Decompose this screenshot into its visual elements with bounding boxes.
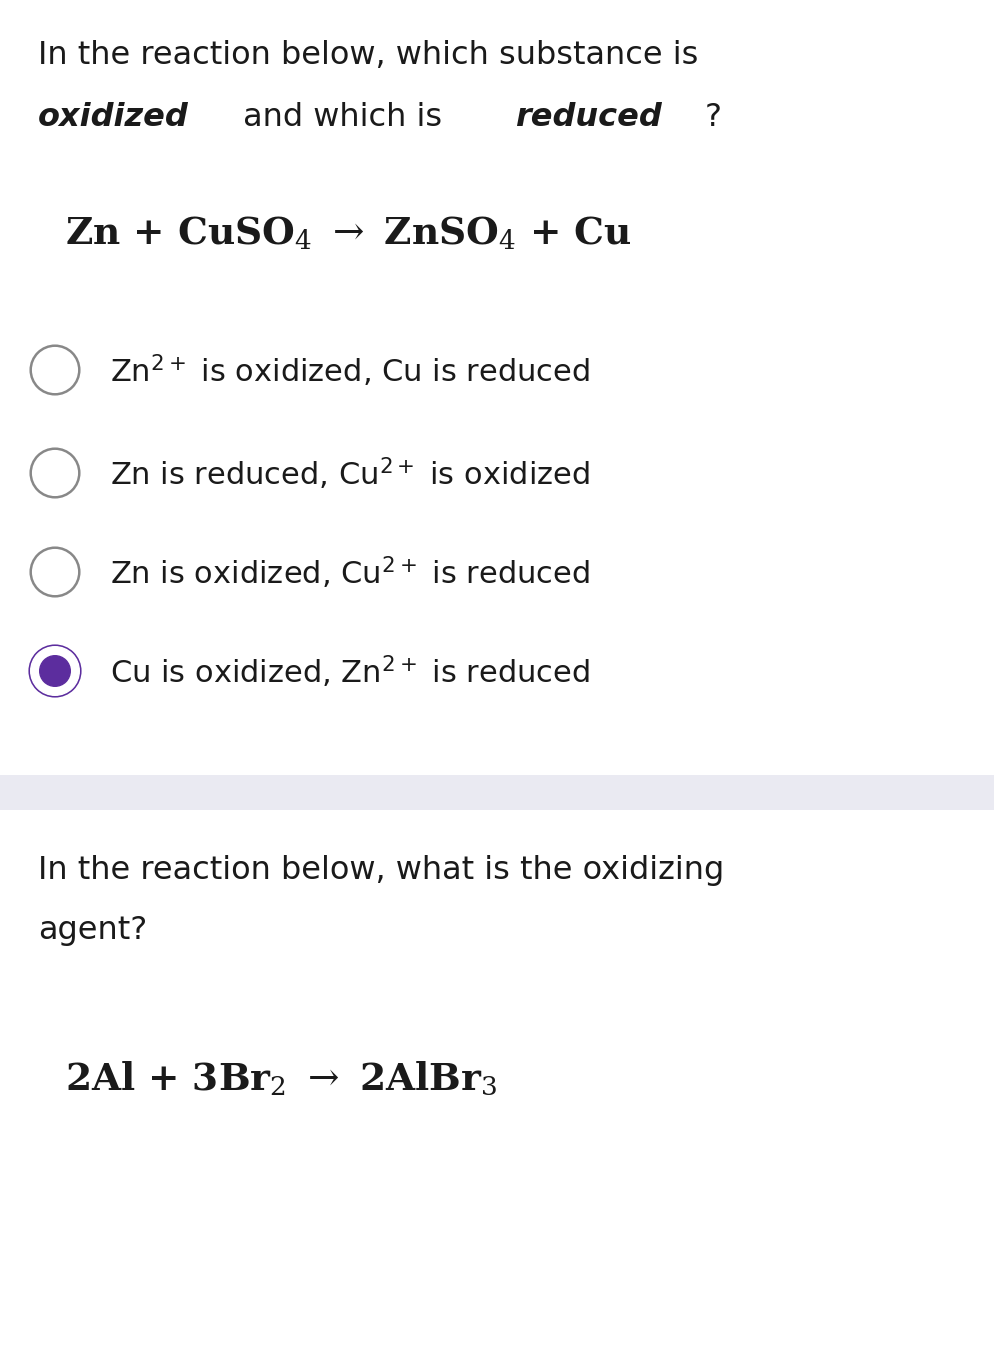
Circle shape: [31, 646, 80, 696]
Text: agent?: agent?: [38, 915, 147, 947]
Bar: [0, 775, 994, 809]
Text: Cu is oxidized, Zn$^{2+}$ is reduced: Cu is oxidized, Zn$^{2+}$ is reduced: [110, 653, 589, 690]
Text: oxidized: oxidized: [38, 102, 189, 133]
Text: In the reaction below, what is the oxidizing: In the reaction below, what is the oxidi…: [38, 855, 725, 886]
Text: Zn$^{2+}$ is oxidized, Cu is reduced: Zn$^{2+}$ is oxidized, Cu is reduced: [110, 353, 589, 388]
Text: Zn is reduced, Cu$^{2+}$ is oxidized: Zn is reduced, Cu$^{2+}$ is oxidized: [110, 456, 589, 491]
Text: ?: ?: [705, 102, 722, 133]
Text: Zn + CuSO$_4$ $\rightarrow$ ZnSO$_4$ + Cu: Zn + CuSO$_4$ $\rightarrow$ ZnSO$_4$ + C…: [65, 215, 631, 252]
Text: and which is: and which is: [233, 102, 451, 133]
Text: reduced: reduced: [516, 102, 662, 133]
Circle shape: [40, 656, 71, 686]
Text: In the reaction below, which substance is: In the reaction below, which substance i…: [38, 40, 699, 71]
Text: Zn is oxidized, Cu$^{2+}$ is reduced: Zn is oxidized, Cu$^{2+}$ is reduced: [110, 554, 589, 590]
Text: 2Al + 3Br$_2$ $\rightarrow$ 2AlBr$_3$: 2Al + 3Br$_2$ $\rightarrow$ 2AlBr$_3$: [65, 1061, 497, 1098]
